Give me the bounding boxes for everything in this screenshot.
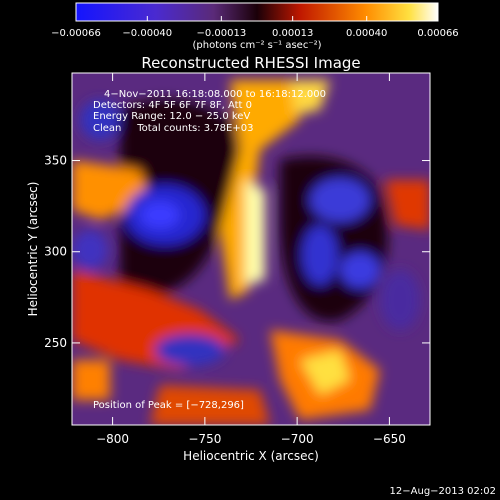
y-tick-label: 250 xyxy=(44,336,67,350)
colorbar-ticks: −0.00066 −0.00040 −0.00013 0.00013 0.00040 0.… xyxy=(51,16,459,39)
footer-date: 12−Aug−2013 02:02 xyxy=(390,486,496,497)
heatmap-image xyxy=(72,73,430,425)
annotation-energy: Energy Range: 12.0 − 25.0 keV xyxy=(93,111,250,122)
annotation-time: 4−Nov−2011 16:18:08.000 to 16:18:12.000 xyxy=(104,89,326,100)
colorbar-tick-label: 0.00040 xyxy=(346,28,387,39)
colorbar xyxy=(75,2,439,22)
y-axis-label: Heliocentric Y (arcsec) xyxy=(26,182,40,317)
x-axis-label: Heliocentric X (arcsec) xyxy=(183,449,319,463)
y-tick-label: 300 xyxy=(44,245,67,259)
annotation-detectors: Detectors: 4F 5F 6F 7F 8F, Att 0 xyxy=(93,100,252,111)
colorbar-tick-label: −0.00013 xyxy=(196,28,246,39)
annotation-block: 4−Nov−2011 16:18:08.000 to 16:18:12.000 … xyxy=(93,89,326,134)
x-tick-label: −650 xyxy=(373,432,406,446)
colorbar-tick-label: −0.00040 xyxy=(122,28,172,39)
x-tick-label: −750 xyxy=(188,432,221,446)
colorbar-tick-label: 0.00066 xyxy=(417,28,458,39)
x-tick-label: −800 xyxy=(96,432,129,446)
y-tick-label: 350 xyxy=(44,154,67,168)
x-tick-label: −700 xyxy=(281,432,314,446)
colorbar-tick-label: −0.00066 xyxy=(51,28,101,39)
x-axis-ticks: −800 −750 −700 −650 xyxy=(96,73,406,446)
y-axis-ticks: 250 300 350 xyxy=(44,154,430,350)
peak-position-label: Position of Peak = [−728,296] xyxy=(93,400,244,411)
colorbar-tick-label: 0.00013 xyxy=(272,28,313,39)
colorbar-units-label: (photons cm⁻² s⁻¹ asec⁻²) xyxy=(192,40,321,51)
annotation-counts: Clean Total counts: 3.78E+03 xyxy=(93,123,253,134)
chart-title: Reconstructed RHESSI Image xyxy=(141,54,360,72)
plot-frame xyxy=(71,72,431,426)
